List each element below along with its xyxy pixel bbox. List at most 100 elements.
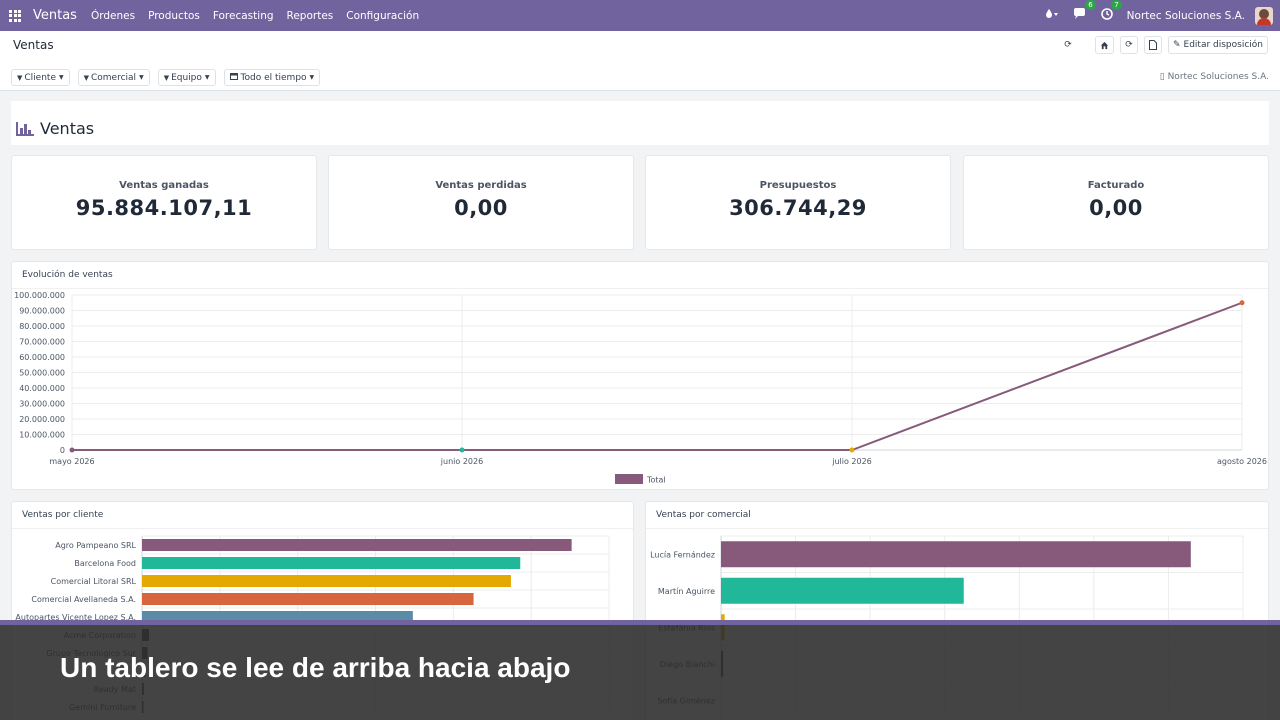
x-tick-label: julio 2026 (831, 457, 872, 466)
caret-down-icon: ▼ (309, 74, 315, 81)
line-chart[interactable]: 0 10.000.000 20.000.000 30.000.000 40.000.00… (12, 262, 1270, 491)
kpi-value: 95.884.107,11 (75, 196, 253, 220)
x-tick-label: junio 2026 (440, 457, 483, 466)
kpi-label: Presupuestos (759, 180, 837, 191)
menu-item-configuracion[interactable]: Configuración (346, 9, 420, 22)
user-avatar[interactable] (1255, 6, 1273, 25)
filter-label: Equipo (171, 72, 202, 83)
data-point (69, 447, 75, 453)
menu-item-productos[interactable]: Productos (148, 9, 200, 22)
chat-badge: 6 (1085, 0, 1096, 10)
menu-item-forecasting[interactable]: Forecasting (212, 9, 274, 22)
y-tick-label: 50.000.000 (19, 369, 65, 378)
y-tick-label: 0 (60, 446, 65, 455)
category-label: Agro Pampeano SRL (55, 541, 136, 550)
pdf-icon[interactable] (1143, 36, 1162, 54)
y-tick-label: 100.000.000 (14, 291, 65, 300)
chart-title: Evolución de ventas (22, 270, 113, 280)
chart-title: Ventas por cliente (22, 510, 104, 520)
category-label: Barcelona Food (74, 559, 136, 568)
caret-down-icon: ▼ (204, 74, 210, 81)
filter-cliente[interactable]: ▼ Cliente ▼ (11, 69, 70, 86)
kpi-value: 0,00 (454, 196, 508, 220)
calendar-icon (229, 72, 238, 83)
home-icon[interactable] (1094, 36, 1114, 54)
y-tick-label: 40.000.000 (19, 384, 65, 393)
activity-badge: 7 (1111, 0, 1122, 10)
refresh-icon[interactable]: ⟳ (1058, 36, 1077, 54)
data-point (1239, 300, 1245, 306)
kpi-label: Facturado (1087, 180, 1145, 191)
filter-icon: ▼ (83, 73, 89, 82)
kpi-ventas-perdidas[interactable]: Ventas perdidas 0,00 (328, 155, 634, 250)
evolucion-ventas-card: Evolución de ventas 0 10.000.000 20.000.00… (11, 261, 1269, 490)
bar (721, 577, 964, 604)
caption-overlay: Un tablero se lee de arriba hacia abajo (0, 620, 1280, 720)
kpi-label: Ventas ganadas (119, 180, 209, 191)
bar (142, 557, 521, 569)
y-tick-label: 90.000.000 (19, 307, 65, 316)
caret-down-icon: ▼ (139, 74, 144, 81)
menu-item-reportes[interactable]: Reportes (286, 9, 334, 22)
top-navbar: Ventas Órdenes Productos Forecasting Rep… (0, 0, 1280, 31)
chart-title: Ventas por comercial (656, 510, 751, 520)
edit-layout-button[interactable]: ✎ Editar disposición (1167, 36, 1268, 54)
filter-label: Cliente (24, 72, 56, 83)
kpi-value: 0,00 (1089, 196, 1143, 220)
y-tick-label: 60.000.000 (19, 353, 65, 362)
bar (142, 575, 511, 587)
legend-label: Total (646, 476, 666, 485)
category-label: Autopartes Vicente Lopez S.A. (15, 613, 136, 622)
data-point (459, 447, 465, 453)
kpi-presupuestos[interactable]: Presupuestos 306.744,29 (645, 155, 951, 250)
x-tick-label: mayo 2026 (49, 457, 94, 466)
kpi-facturado[interactable]: Facturado 0,00 (963, 155, 1269, 250)
edit-layout-label: Editar disposición (1183, 40, 1263, 50)
y-tick-label: 30.000.000 (19, 400, 65, 409)
series-line (72, 301, 1243, 451)
bar (721, 541, 1191, 568)
kpi-label: Ventas perdidas (435, 180, 527, 191)
caret-down-icon: ▼ (58, 74, 64, 81)
y-tick-label: 10.000.000 (19, 431, 65, 440)
filter-periodo[interactable]: Todo el tiempo ▼ (223, 69, 321, 86)
x-tick-label: agosto 2026 (1217, 457, 1267, 466)
y-tick-label: 20.000.000 (19, 415, 65, 424)
company-filter-label: Nortec Soluciones S.A. (1167, 72, 1269, 82)
category-label: Comercial Litoral SRL (51, 577, 137, 586)
y-tick-label: 70.000.000 (19, 338, 65, 347)
pencil-icon: ✎ (1172, 40, 1181, 50)
filter-comercial[interactable]: ▼ Comercial ▼ (77, 69, 150, 86)
breadcrumb[interactable]: Ventas (13, 38, 54, 52)
caption-text: Un tablero se lee de arriba hacia abajo (60, 652, 571, 683)
building-icon: ▯ (1159, 72, 1165, 82)
kpi-ventas-ganadas[interactable]: Ventas ganadas 95.884.107,11 (11, 155, 317, 250)
data-point (849, 447, 855, 453)
legend-swatch (615, 474, 643, 484)
dashboard-title: Ventas (40, 119, 95, 138)
bar-chart-icon (16, 121, 34, 136)
company-switcher[interactable]: Nortec Soluciones S.A. (1126, 9, 1245, 22)
dashboard-header: Ventas (11, 101, 1269, 145)
chat-icon[interactable]: 6 (1073, 0, 1096, 23)
control-panel: Ventas ⟳ ⟳ ✎ Editar disposición ▼ Client… (0, 31, 1280, 91)
category-label: Lucía Fernández (650, 550, 715, 559)
app-name[interactable]: Ventas (33, 8, 77, 23)
bar (142, 593, 474, 605)
filter-icon: ▼ (17, 73, 23, 82)
filter-equipo[interactable]: ▼ Equipo ▼ (157, 69, 216, 86)
filter-label: Comercial (91, 72, 137, 83)
filter-label: Todo el tiempo (240, 72, 307, 83)
apps-grid-icon[interactable] (0, 0, 30, 31)
filter-icon: ▼ (163, 73, 170, 82)
kpi-value: 306.744,29 (729, 196, 867, 220)
category-label: Martín Aguirre (658, 587, 715, 596)
drop-icon[interactable] (1045, 8, 1059, 23)
reload-icon[interactable]: ⟳ (1119, 36, 1138, 54)
company-filter[interactable]: ▯ Nortec Soluciones S.A. (1160, 72, 1269, 82)
category-label: Comercial Avellaneda S.A. (31, 595, 136, 604)
menu-item-ordenes[interactable]: Órdenes (90, 9, 136, 22)
y-tick-label: 80.000.000 (19, 322, 65, 331)
bar (142, 539, 572, 551)
clock-icon[interactable]: 7 (1100, 0, 1122, 23)
